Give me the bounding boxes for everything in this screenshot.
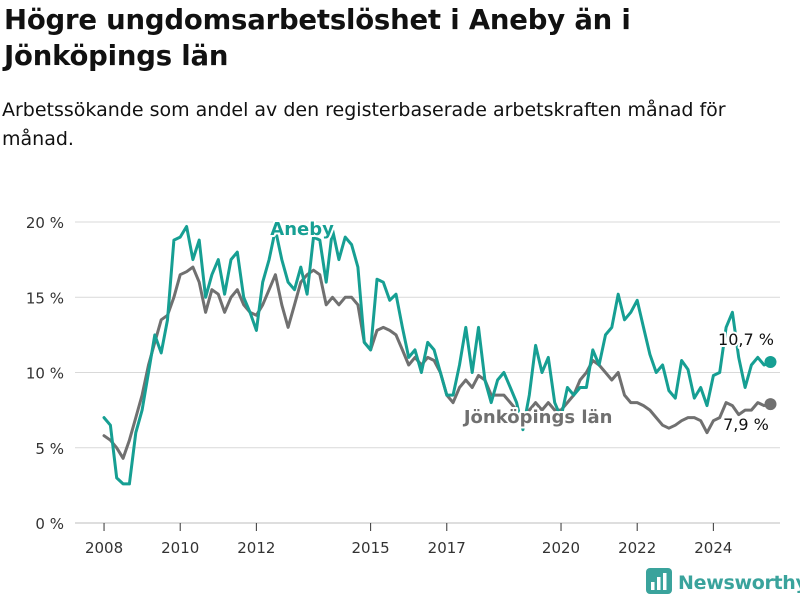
end-point-aneby bbox=[764, 355, 777, 368]
chart-subtitle: Arbetssökande som andel av den registerb… bbox=[2, 99, 726, 150]
x-tick-label: 2012 bbox=[237, 539, 275, 557]
x-tick-label: 2015 bbox=[352, 539, 390, 557]
x-tick-label: 2020 bbox=[542, 539, 580, 557]
series-label-jonkopings-lan: Jönköpings län bbox=[462, 407, 613, 428]
end-point-jonkopings-lan bbox=[764, 398, 777, 411]
newsworthy-bar-chart-logo-icon bbox=[646, 568, 672, 598]
y-tick-label: 20 % bbox=[26, 214, 64, 232]
chart-title: Högre ungdomsarbetslöshet i Aneby än i J… bbox=[4, 4, 631, 72]
series-line-aneby bbox=[102, 225, 772, 486]
gridlines bbox=[75, 221, 780, 524]
x-tick-label: 2022 bbox=[618, 539, 656, 557]
x-tick-label: 2024 bbox=[694, 539, 732, 557]
x-tick-label: 2008 bbox=[85, 539, 123, 557]
series-label-aneby: Aneby bbox=[270, 219, 334, 240]
brand-name: Newsworthy bbox=[678, 572, 800, 594]
x-tick-label: 2010 bbox=[161, 539, 199, 557]
series-lines bbox=[102, 225, 777, 486]
y-tick-label: 10 % bbox=[26, 365, 64, 383]
series-labels: Aneby Jönköpings län 10,7 % 7,9 % bbox=[268, 217, 776, 436]
x-tick-label: 2017 bbox=[428, 539, 466, 557]
end-label-aneby: 10,7 % bbox=[718, 330, 774, 349]
newsworthy-brand: Newsworthy bbox=[646, 568, 800, 598]
end-label-jonkopings-lan: 7,9 % bbox=[723, 415, 769, 434]
y-axis-ticks: 0 % 5 % 10 % 15 % 20 % bbox=[26, 214, 64, 533]
x-axis-ticks: 2008 2010 2012 2015 2017 2020 2022 2024 bbox=[85, 523, 732, 557]
y-tick-label: 15 % bbox=[26, 289, 64, 307]
y-tick-label: 0 % bbox=[35, 515, 64, 533]
y-tick-label: 5 % bbox=[35, 440, 64, 458]
